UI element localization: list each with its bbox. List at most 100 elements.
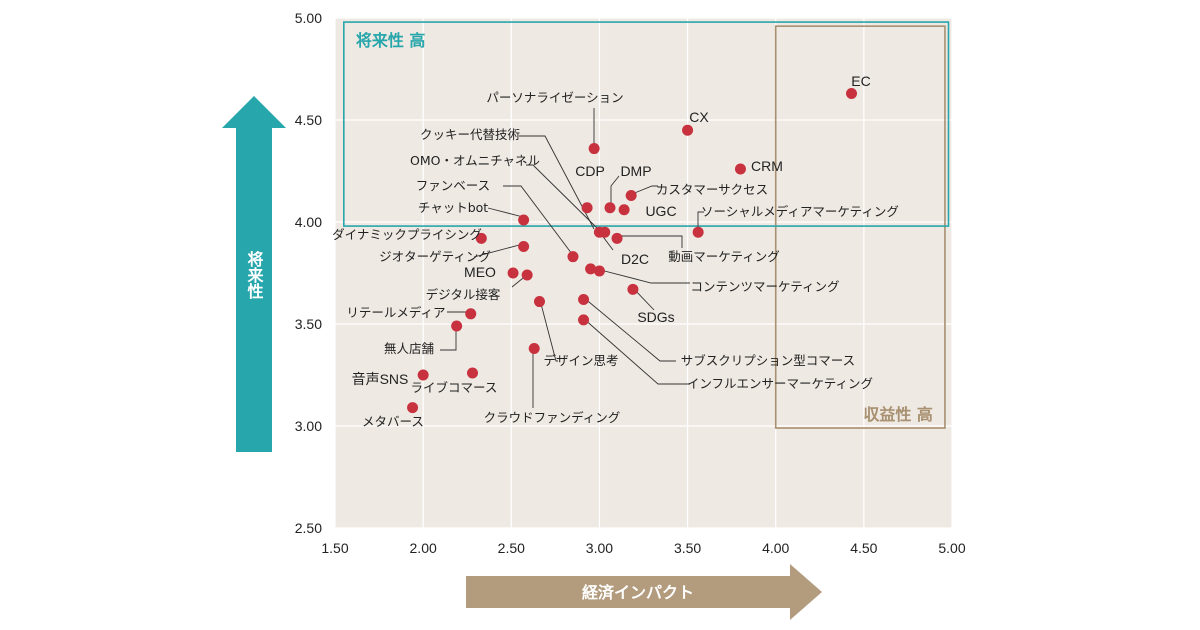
point-label: MEO <box>464 264 496 280</box>
x-tick-label: 4.00 <box>762 540 789 556</box>
data-point <box>467 367 479 379</box>
leader-line <box>539 299 558 362</box>
point-label: 動画マーケティング <box>668 249 780 264</box>
y-tick-label: 2.50 <box>295 520 322 536</box>
point-label: デジタル接客 <box>426 287 501 302</box>
data-point <box>528 342 540 354</box>
plot-background <box>335 18 952 528</box>
x-axis-arrow: 経済インパクト <box>466 564 822 620</box>
point-label: メタバース <box>362 414 424 429</box>
data-point <box>581 202 593 214</box>
zone-high-future-label: 将来性 高 <box>356 31 426 50</box>
data-point <box>518 240 530 252</box>
leader-line <box>588 266 690 284</box>
data-point <box>407 402 419 414</box>
leader-line <box>519 135 595 230</box>
zone-high-future <box>343 21 950 227</box>
data-point <box>585 263 597 275</box>
y-tick-label: 3.00 <box>295 418 322 434</box>
leader-line <box>473 243 524 258</box>
y-tick-label: 3.50 <box>295 316 322 332</box>
point-label: カスタマーサクセス <box>656 182 768 197</box>
point-label: クラウドファンディング <box>484 410 621 425</box>
data-point <box>518 214 530 226</box>
point-label: D2C <box>621 251 649 267</box>
data-point <box>593 265 605 277</box>
data-point <box>451 320 463 332</box>
point-label: デザイン思考 <box>543 353 618 368</box>
y-tick-label: 4.00 <box>295 214 322 230</box>
x-axis-label: 経済インパクト <box>582 583 694 602</box>
point-label: インフルエンサーマーケティング <box>687 376 873 391</box>
data-point <box>618 204 630 216</box>
point-label: ファンベース <box>416 178 490 193</box>
data-point <box>625 189 637 201</box>
zone-high-profit <box>774 25 946 429</box>
point-label: リテールメディア <box>346 305 445 320</box>
point-label: DMP <box>620 163 651 179</box>
point-label: ダイナミックプライシング <box>332 227 482 242</box>
zone-high-profit-label: 収益性 高 <box>863 405 933 424</box>
point-label: サブスクリプション型コマース <box>681 353 855 368</box>
leader-line <box>631 185 658 195</box>
y-tick-labels: 2.50 3.00 3.50 4.00 4.50 5.00 <box>295 10 322 536</box>
data-point <box>599 226 611 238</box>
y-tick-label: 5.00 <box>295 10 322 26</box>
data-point <box>846 87 858 99</box>
point-labels: EC CX パーソナライゼーション CRM カスタマーサクセス CDP DMP UGC クッキー… <box>332 73 899 429</box>
leader-line <box>440 324 457 351</box>
data-point <box>417 369 429 381</box>
x-tick-label: 2.50 <box>498 540 525 556</box>
data-point <box>578 314 590 326</box>
data-point <box>611 232 623 244</box>
point-label: 音声SNS <box>352 371 409 387</box>
leader-line <box>610 175 620 206</box>
leader-line <box>697 211 704 230</box>
point-label: クッキー代替技術 <box>420 127 520 142</box>
point-label: ライブコマース <box>411 380 498 395</box>
x-tick-labels: 1.50 2.00 2.50 3.00 3.50 4.00 4.50 5.00 <box>321 540 965 556</box>
point-label: ジオターゲティング <box>379 249 491 264</box>
leader-lines <box>440 108 704 408</box>
point-label: 無人店舗 <box>384 341 434 356</box>
data-point <box>465 308 477 320</box>
data-point <box>533 296 545 308</box>
y-tick-label: 4.50 <box>295 112 322 128</box>
point-label: UGC <box>645 203 676 219</box>
x-tick-label: 4.50 <box>850 540 877 556</box>
data-point <box>692 226 704 238</box>
data-point <box>521 269 533 281</box>
point-label: OMO・オムニチャネル <box>410 153 540 168</box>
data-point <box>567 251 579 263</box>
leader-line <box>503 185 573 255</box>
point-label: パーソナライゼーション <box>486 90 623 105</box>
x-tick-label: 5.00 <box>938 540 965 556</box>
x-tick-label: 3.00 <box>586 540 613 556</box>
leader-line <box>582 296 676 362</box>
leader-line <box>487 207 524 218</box>
data-point <box>627 283 639 295</box>
y-axis-label: 将来性 <box>245 250 265 300</box>
point-label: コンテンツマーケティング <box>690 279 839 294</box>
x-tick-label: 3.50 <box>674 540 701 556</box>
leader-line <box>582 317 690 385</box>
leader-line <box>617 235 683 248</box>
point-label: ソーシャルメディアマーケティング <box>701 204 899 219</box>
x-tick-label: 1.50 <box>321 540 348 556</box>
data-point <box>578 294 590 306</box>
point-label: CRM <box>751 158 783 174</box>
data-point <box>734 163 746 175</box>
point-label: SDGs <box>637 309 674 325</box>
point-label: CDP <box>575 163 605 179</box>
data-points <box>407 87 858 414</box>
data-point <box>682 124 694 136</box>
data-point <box>507 267 519 279</box>
data-point <box>604 202 616 214</box>
point-label: EC <box>851 73 870 89</box>
point-label: CX <box>689 109 709 125</box>
point-label: チャットbot <box>418 200 488 215</box>
x-tick-label: 2.00 <box>410 540 437 556</box>
y-axis-arrow: 将来性 <box>222 96 286 452</box>
